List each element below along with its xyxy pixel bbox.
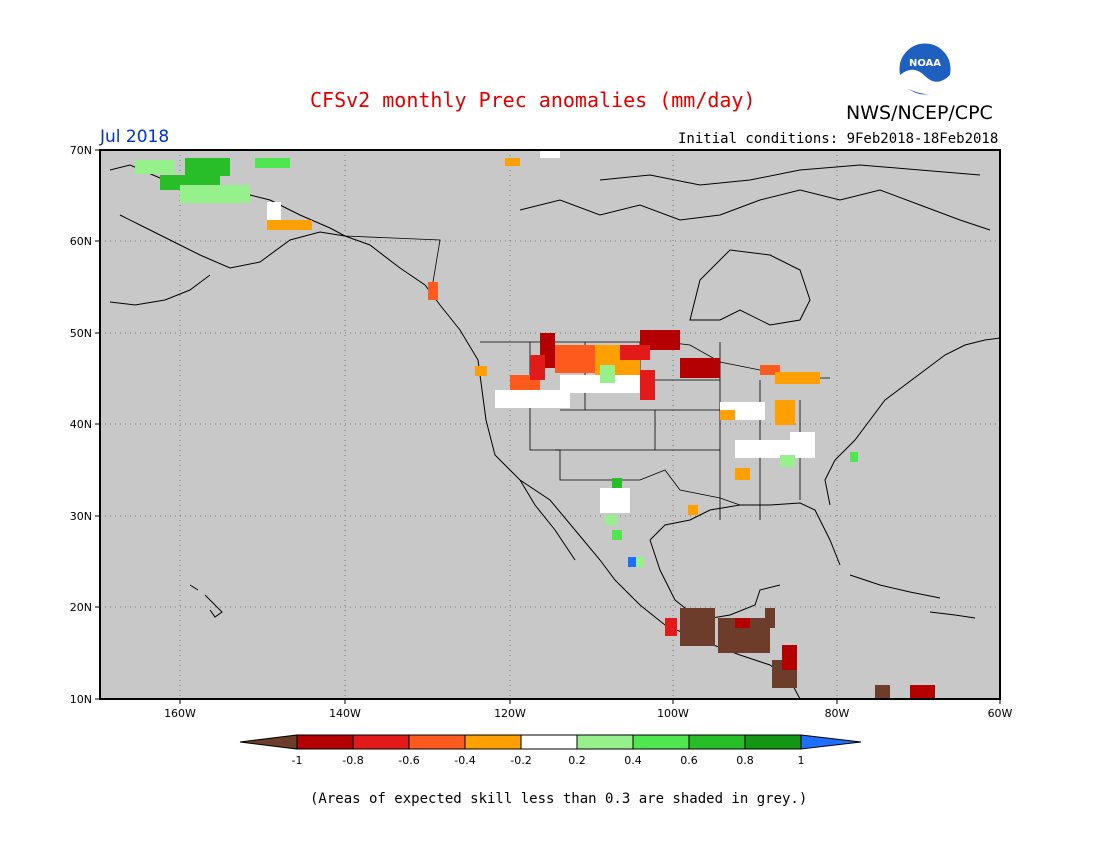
lon-label: 100W: [657, 707, 689, 720]
colorbar-label: -1: [292, 754, 303, 767]
colorbar-swatch: [744, 734, 802, 750]
colorbar-label: 0.6: [680, 754, 698, 767]
lon-label: 60W: [988, 707, 1013, 720]
colorbar-swatch: [688, 734, 746, 750]
lat-label: 50N: [70, 327, 92, 340]
colorbar-swatch: [632, 734, 690, 750]
gridlines: [100, 150, 1000, 699]
lat-labels: 70N 60N 50N 40N 30N 20N 10N: [70, 144, 92, 706]
agency-label: NWS/NCEP/CPC: [846, 102, 993, 124]
colorbar-swatch: [464, 734, 522, 750]
lat-label: 60N: [70, 235, 92, 248]
lat-label: 20N: [70, 601, 92, 614]
colorbar-label: -0.2: [510, 754, 531, 767]
colorbar-label: 1: [798, 754, 805, 767]
lat-label: 40N: [70, 418, 92, 431]
colorbar-high-arrow: [800, 734, 862, 750]
colorbar-label: 0.4: [624, 754, 642, 767]
colorbar: -1 -0.8 -0.6 -0.4 -0.2 0.2 0.4 0.6 0.8 1: [239, 734, 862, 767]
colorbar-swatch: [296, 734, 354, 750]
colorbar-label: 0.8: [736, 754, 754, 767]
lon-label: 140W: [329, 707, 361, 720]
logo-text: NOAA: [909, 58, 941, 69]
lon-label: 80W: [825, 707, 850, 720]
noaa-logo: NOAA: [898, 42, 952, 96]
chart-title: CFSv2 monthly Prec anomalies (mm/day): [310, 88, 756, 112]
colorbar-swatch: [576, 734, 634, 750]
coastlines: [109, 164, 1001, 700]
lat-label: 10N: [70, 693, 92, 706]
colorbar-swatch: [352, 734, 410, 750]
lon-label: 120W: [494, 707, 526, 720]
colorbar-low-arrow: [239, 734, 298, 750]
lat-label: 70N: [70, 144, 92, 157]
colorbar-label: 0.2: [568, 754, 586, 767]
initial-conditions: Initial conditions: 9Feb2018-18Feb2018: [678, 131, 999, 147]
colorbar-swatch: [520, 734, 578, 750]
forecast-month: Jul 2018: [100, 127, 170, 147]
lat-label: 30N: [70, 510, 92, 523]
footnote: (Areas of expected skill less than 0.3 a…: [310, 791, 808, 807]
anomaly-cells: [135, 150, 935, 699]
lon-label: 160W: [164, 707, 196, 720]
colorbar-label: -0.4: [454, 754, 475, 767]
colorbar-swatch: [408, 734, 466, 750]
colorbar-label: -0.6: [398, 754, 419, 767]
lon-labels: 160W 140W 120W 100W 80W 60W: [164, 707, 1012, 720]
colorbar-label: -0.8: [342, 754, 363, 767]
